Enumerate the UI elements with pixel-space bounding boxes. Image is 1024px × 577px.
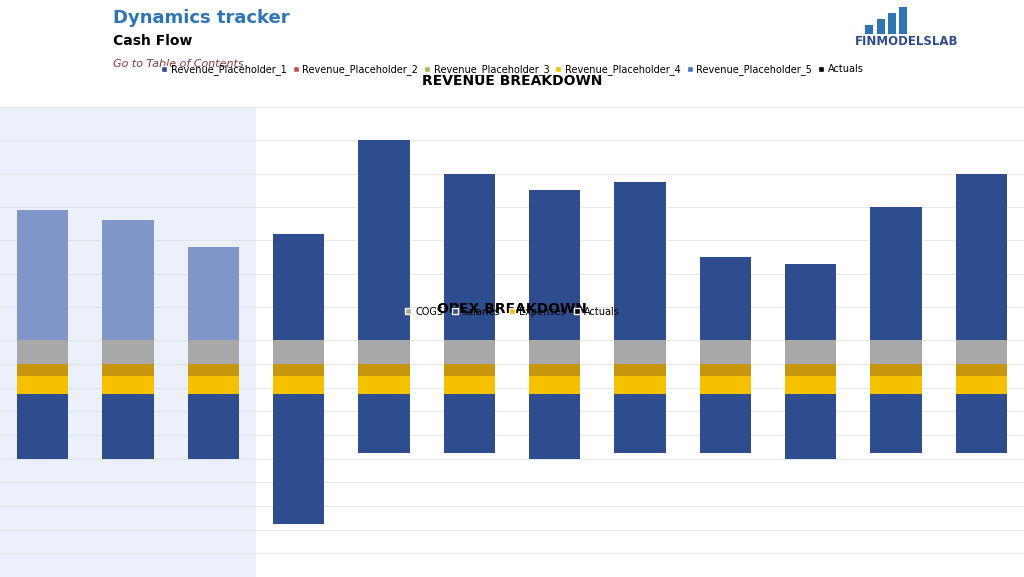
Bar: [614, 364, 666, 376]
Bar: [17, 376, 69, 394]
Bar: [358, 140, 410, 577]
Bar: [85, 340, 171, 577]
Bar: [614, 376, 666, 394]
Bar: [529, 394, 581, 459]
Bar: [102, 340, 154, 364]
Bar: [955, 364, 1007, 376]
Bar: [443, 394, 495, 453]
Bar: [870, 207, 922, 577]
Bar: [273, 340, 325, 364]
Bar: [187, 340, 239, 364]
Bar: [102, 394, 154, 459]
Bar: [187, 364, 239, 376]
Bar: [443, 174, 495, 577]
Bar: [699, 376, 751, 394]
Bar: [0, 107, 85, 340]
Bar: [273, 394, 325, 524]
Bar: [171, 340, 256, 577]
Title: REVENUE BREAKDOWN: REVENUE BREAKDOWN: [422, 73, 602, 88]
Bar: [870, 394, 922, 453]
Bar: [187, 247, 239, 577]
Bar: [17, 340, 69, 364]
Bar: [17, 210, 69, 577]
Bar: [870, 364, 922, 376]
Bar: [443, 340, 495, 364]
Bar: [171, 107, 256, 340]
Bar: [699, 364, 751, 376]
Bar: [443, 376, 495, 394]
Bar: [699, 257, 751, 577]
Bar: [955, 376, 1007, 394]
Bar: [529, 364, 581, 376]
Bar: [785, 364, 837, 376]
Bar: [273, 234, 325, 577]
Bar: [699, 340, 751, 364]
Bar: [785, 340, 837, 364]
Bar: [785, 376, 837, 394]
Bar: [273, 376, 325, 394]
Bar: [699, 394, 751, 453]
Text: FINMODELSLAB: FINMODELSLAB: [854, 35, 958, 48]
Bar: [955, 394, 1007, 453]
Bar: [870, 340, 922, 364]
Text: Go to Table of Contents: Go to Table of Contents: [113, 58, 244, 69]
Bar: [614, 340, 666, 364]
Bar: [17, 364, 69, 376]
Bar: [358, 376, 410, 394]
FancyBboxPatch shape: [865, 25, 873, 34]
Bar: [529, 340, 581, 364]
Bar: [614, 394, 666, 453]
Text: Cash Flow: Cash Flow: [113, 34, 193, 48]
Bar: [785, 264, 837, 577]
Bar: [870, 376, 922, 394]
FancyBboxPatch shape: [888, 13, 896, 34]
Bar: [955, 174, 1007, 577]
Bar: [85, 107, 171, 340]
Bar: [529, 190, 581, 577]
Text: Dynamics tracker: Dynamics tracker: [113, 9, 289, 27]
Bar: [17, 394, 69, 459]
Bar: [273, 364, 325, 376]
Bar: [614, 182, 666, 577]
Bar: [187, 376, 239, 394]
Bar: [358, 394, 410, 453]
Bar: [187, 394, 239, 459]
Bar: [102, 376, 154, 394]
Legend: Revenue_Placeholder_1, Revenue_Placeholder_2, Revenue_Placeholder_3, Revenue_Pla: Revenue_Placeholder_1, Revenue_Placehold…: [157, 60, 867, 79]
Bar: [102, 220, 154, 577]
Bar: [443, 364, 495, 376]
FancyBboxPatch shape: [877, 19, 885, 34]
Bar: [529, 376, 581, 394]
Bar: [358, 340, 410, 364]
Title: OPEX BREAKDOWN: OPEX BREAKDOWN: [437, 302, 587, 316]
Bar: [955, 340, 1007, 364]
Bar: [102, 364, 154, 376]
Bar: [358, 364, 410, 376]
Bar: [0, 340, 85, 577]
Bar: [785, 394, 837, 459]
FancyBboxPatch shape: [899, 7, 907, 34]
Text: YTD & YTG - 12 months ($): YTD & YTG - 12 months ($): [397, 84, 627, 98]
Legend: COGS, Salaries, Expenses, Actuals: COGS, Salaries, Expenses, Actuals: [400, 303, 624, 320]
